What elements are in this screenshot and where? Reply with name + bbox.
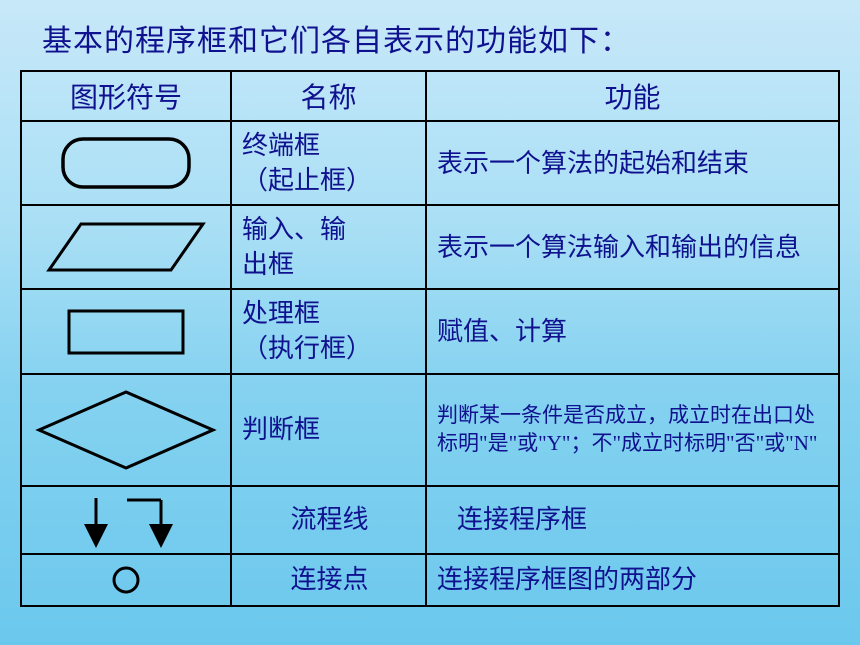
page-title: 基本的程序框和它们各自表示的功能如下： — [42, 16, 840, 60]
name-process: 处理框 （执行框） — [231, 289, 426, 373]
symbol-terminal — [21, 121, 231, 205]
name-text2: （执行框） — [242, 334, 372, 363]
name-connector: 连接点 — [231, 554, 426, 606]
symbol-flowline — [21, 486, 231, 554]
rounded-rect-icon — [51, 131, 201, 195]
header-function: 功能 — [426, 71, 839, 121]
func-decision: 判断某一条件是否成立，成立时在出口处标明"是"或"Y"；不"成立时标明"否"或"… — [426, 374, 839, 486]
connector-icon — [51, 560, 201, 600]
symbol-process — [21, 289, 231, 373]
table-row: 连接点 连接程序框图的两部分 — [21, 554, 839, 606]
name-io: 输入、输 出框 — [231, 205, 426, 289]
func-io: 表示一个算法输入和输出的信息 — [426, 205, 839, 289]
name-text: 输入、输 — [242, 215, 346, 244]
parallelogram-icon — [41, 214, 211, 280]
table-row: 输入、输 出框 表示一个算法输入和输出的信息 — [21, 205, 839, 289]
func-process: 赋值、计算 — [426, 289, 839, 373]
header-name: 名称 — [231, 71, 426, 121]
name-decision: 判断框 — [231, 374, 426, 486]
func-connector: 连接程序框图的两部分 — [426, 554, 839, 606]
table-row: 判断框 判断某一条件是否成立，成立时在出口处标明"是"或"Y"；不"成立时标明"… — [21, 374, 839, 486]
header-symbol: 图形符号 — [21, 71, 231, 121]
table-header-row: 图形符号 名称 功能 — [21, 71, 839, 121]
rectangle-icon — [51, 301, 201, 361]
table-row: 流程线 连接程序框 — [21, 486, 839, 554]
name-text2: （起止框） — [242, 166, 372, 195]
slide-container: 基本的程序框和它们各自表示的功能如下： 图形符号 名称 功能 终端框 （起止框）… — [0, 0, 860, 627]
name-text: 判断框 — [242, 415, 320, 444]
flowline-icon — [51, 492, 201, 548]
symbol-connector — [21, 554, 231, 606]
symbol-decision — [21, 374, 231, 486]
name-text: 连接点 — [290, 565, 368, 594]
diamond-icon — [31, 386, 221, 474]
table-row: 终端框 （起止框） 表示一个算法的起始和结束 — [21, 121, 839, 205]
table-row: 处理框 （执行框） 赋值、计算 — [21, 289, 839, 373]
name-text: 处理框 — [242, 299, 320, 328]
name-flowline: 流程线 — [231, 486, 426, 554]
name-text: 终端框 — [242, 131, 320, 160]
name-text2: 出框 — [242, 250, 294, 279]
name-text: 流程线 — [290, 505, 368, 534]
func-flowline: 连接程序框 — [426, 486, 839, 554]
flowchart-symbols-table: 图形符号 名称 功能 终端框 （起止框） 表示一个算法的起始和结束 — [20, 70, 840, 607]
func-terminal: 表示一个算法的起始和结束 — [426, 121, 839, 205]
symbol-io — [21, 205, 231, 289]
name-terminal: 终端框 （起止框） — [231, 121, 426, 205]
